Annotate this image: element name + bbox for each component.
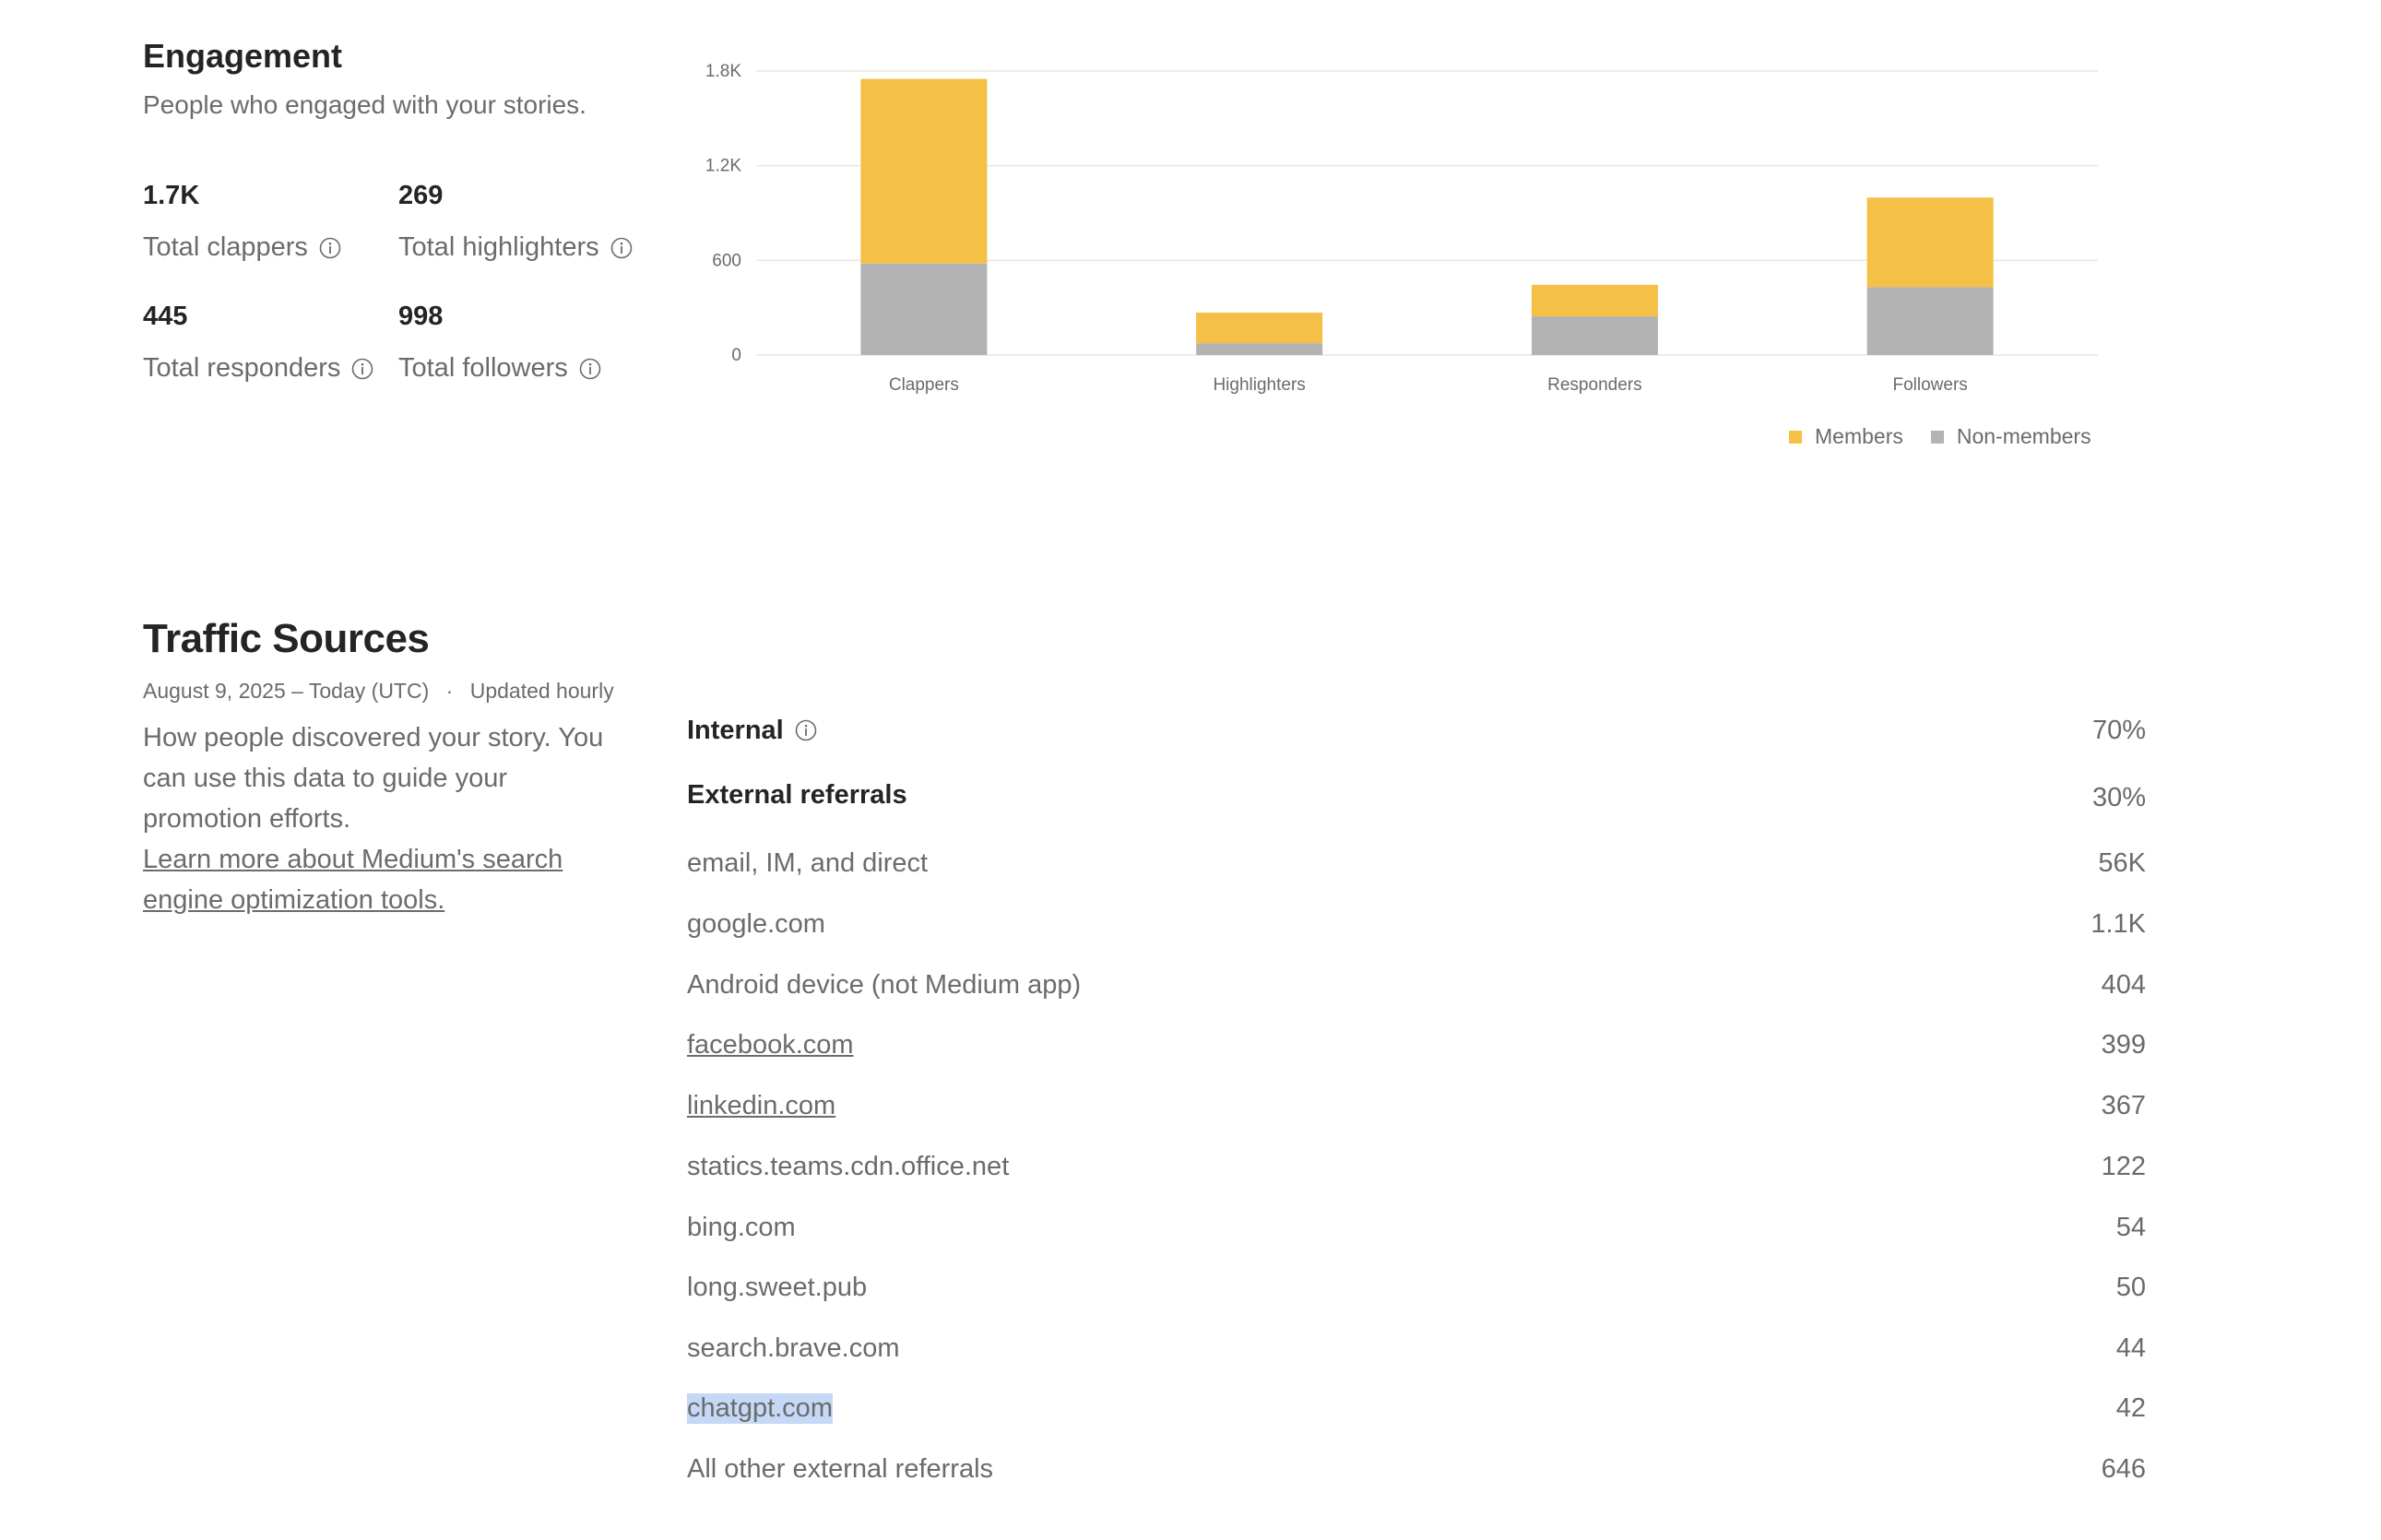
traffic-date-range: August 9, 2025 – Today (UTC) · Updated h… [143, 679, 614, 704]
source-value: 44 [2115, 1333, 2146, 1363]
bar-non-members-clappers[interactable] [860, 263, 988, 355]
stat-label: Total clappers [143, 232, 308, 262]
table-row: search.brave.com 44 [687, 1328, 2146, 1368]
legend-label-members: Members [1815, 424, 1903, 448]
x-tick-label: Responders [1547, 375, 1641, 395]
chart-legend: Members Non-members [1789, 424, 2091, 449]
source-link-linkedin[interactable]: linkedin.com [687, 1090, 836, 1120]
bar-members-highlighters[interactable] [1196, 312, 1323, 344]
source-name: All other external referrals [687, 1453, 994, 1484]
source-name: Android device (not Medium app) [687, 969, 1082, 1000]
table-row: statics.teams.cdn.office.net 122 [687, 1146, 2146, 1187]
legend-swatch-members [1789, 430, 1802, 444]
source-name: search.brave.com [687, 1333, 900, 1363]
source-name: email, IM, and direct [687, 847, 929, 878]
engagement-title: Engagement [143, 37, 343, 75]
y-tick-label: 1.2K [705, 157, 741, 176]
table-row: chatgpt.com 42 [687, 1388, 2146, 1428]
table-row: Internal 70% [687, 710, 2146, 751]
source-name: google.com [687, 908, 825, 939]
source-link-facebook[interactable]: facebook.com [687, 1029, 854, 1060]
source-name: long.sweet.pub [687, 1272, 868, 1302]
source-value: 30% [2091, 782, 2146, 812]
traffic-sources-title: Traffic Sources [143, 616, 430, 661]
separator-dot: · [445, 679, 454, 703]
legend-swatch-non-members [1930, 430, 1944, 444]
source-name: Internal [687, 715, 784, 745]
source-value: 122 [2101, 1151, 2146, 1181]
bar-non-members-followers[interactable] [1866, 287, 1994, 355]
traffic-description-block: How people discovered your story. You ca… [143, 717, 632, 920]
source-value: 56K [2098, 847, 2146, 878]
table-row: long.sweet.pub 50 [687, 1267, 2146, 1308]
table-row: facebook.com 399 [687, 1025, 2146, 1065]
source-value: 1.1K [2091, 908, 2146, 939]
info-icon[interactable] [579, 358, 601, 380]
stat-label: Total responders [143, 353, 341, 383]
bar-members-responders[interactable] [1531, 284, 1658, 317]
table-row: Android device (not Medium app) 404 [687, 965, 2146, 1005]
bar-non-members-highlighters[interactable] [1196, 343, 1323, 355]
source-value: 42 [2115, 1392, 2146, 1423]
y-tick-label: 600 [712, 251, 741, 270]
info-icon[interactable] [319, 237, 341, 259]
legend-item-non-members: Non-members [1930, 424, 2091, 449]
source-name: External referrals [687, 779, 907, 810]
y-tick-label: 0 [731, 346, 741, 365]
engagement-subtitle: People who engaged with your stories. [143, 90, 586, 119]
source-value: 399 [2101, 1029, 2146, 1060]
source-name-selected: chatgpt.com [687, 1392, 833, 1424]
source-value: 50 [2115, 1272, 2146, 1302]
table-row: bing.com 54 [687, 1207, 2146, 1248]
stat-total-followers: 998 Total followers [398, 303, 601, 384]
legend-label-non-members: Non-members [1956, 424, 2091, 448]
x-tick-label: Highlighters [1213, 375, 1305, 395]
stat-total-clappers: 1.7K Total clappers [143, 183, 341, 263]
engagement-chart: 0 600 1.2K 1.8K Clappers Highlighters Responde… [705, 62, 2098, 395]
x-tick-label: Followers [1892, 375, 1967, 395]
table-row: email, IM, and direct 56K [687, 843, 2146, 883]
table-row: External referrals 30% [687, 775, 2146, 815]
learn-more-link[interactable]: Learn more about Medium's search engine … [143, 845, 563, 915]
date-range: August 9, 2025 – Today (UTC) [143, 679, 430, 703]
stat-value: 998 [398, 302, 444, 331]
stat-value: 269 [398, 181, 444, 210]
table-row: All other external referrals 646 [687, 1449, 2146, 1489]
y-tick-label: 1.8K [705, 62, 741, 81]
traffic-description: How people discovered your story. You ca… [143, 723, 604, 834]
source-name: statics.teams.cdn.office.net [687, 1151, 1010, 1181]
stat-total-highlighters: 269 Total highlighters [398, 183, 633, 263]
legend-item-members: Members [1789, 424, 1903, 449]
table-row: google.com 1.1K [687, 904, 2146, 944]
stat-label: Total highlighters [398, 232, 599, 262]
source-value: 54 [2115, 1212, 2146, 1242]
table-row: linkedin.com 367 [687, 1085, 2146, 1126]
source-value: 404 [2101, 969, 2146, 1000]
bar-members-followers[interactable] [1866, 197, 1994, 288]
source-value: 367 [2101, 1090, 2146, 1120]
stat-total-responders: 445 Total responders [143, 303, 373, 384]
stat-label: Total followers [398, 353, 568, 383]
info-icon[interactable] [610, 237, 633, 259]
info-icon[interactable] [795, 719, 817, 741]
bar-members-clappers[interactable] [860, 78, 988, 264]
source-value: 646 [2101, 1453, 2146, 1484]
source-value: 70% [2091, 715, 2146, 745]
stat-value: 445 [143, 302, 188, 331]
x-tick-label: Clappers [889, 375, 959, 395]
stat-value: 1.7K [143, 181, 200, 210]
updated-note: Updated hourly [469, 679, 614, 703]
info-icon[interactable] [351, 358, 373, 380]
source-name: bing.com [687, 1212, 796, 1242]
bar-non-members-responders[interactable] [1531, 316, 1658, 355]
